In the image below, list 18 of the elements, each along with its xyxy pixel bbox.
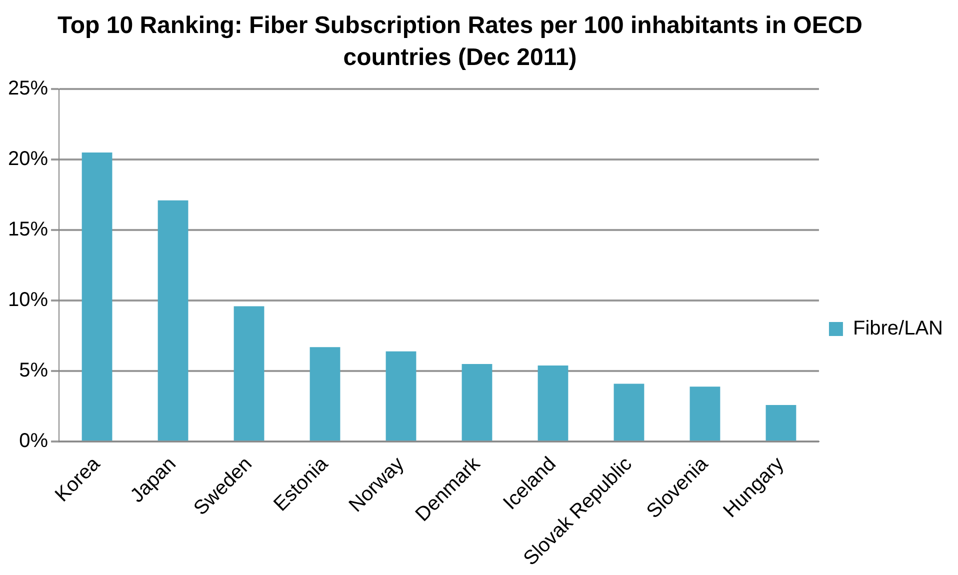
y-tick-label: 0%: [19, 430, 48, 452]
bar: [386, 351, 416, 441]
bar: [234, 306, 264, 441]
bar: [462, 364, 492, 441]
bar: [310, 347, 340, 441]
y-tick-label: 10%: [8, 289, 48, 312]
y-tick-label: 5%: [19, 360, 48, 382]
y-tick-label: 15%: [8, 218, 48, 241]
bar: [766, 404, 796, 441]
legend-label: Fibre/LAN: [852, 318, 943, 340]
bar: [614, 384, 644, 441]
bar: [690, 386, 720, 441]
y-tick-label: 25%: [8, 78, 48, 100]
y-tick-label: 20%: [8, 148, 48, 170]
bar: [82, 152, 112, 441]
bar: [158, 200, 188, 441]
chart-title: Top 10 Ranking: Fiber Subscription Rates per 100 inhabitants in OECD countries (Dec 2011): [56, 11, 864, 73]
bar: [538, 365, 568, 441]
